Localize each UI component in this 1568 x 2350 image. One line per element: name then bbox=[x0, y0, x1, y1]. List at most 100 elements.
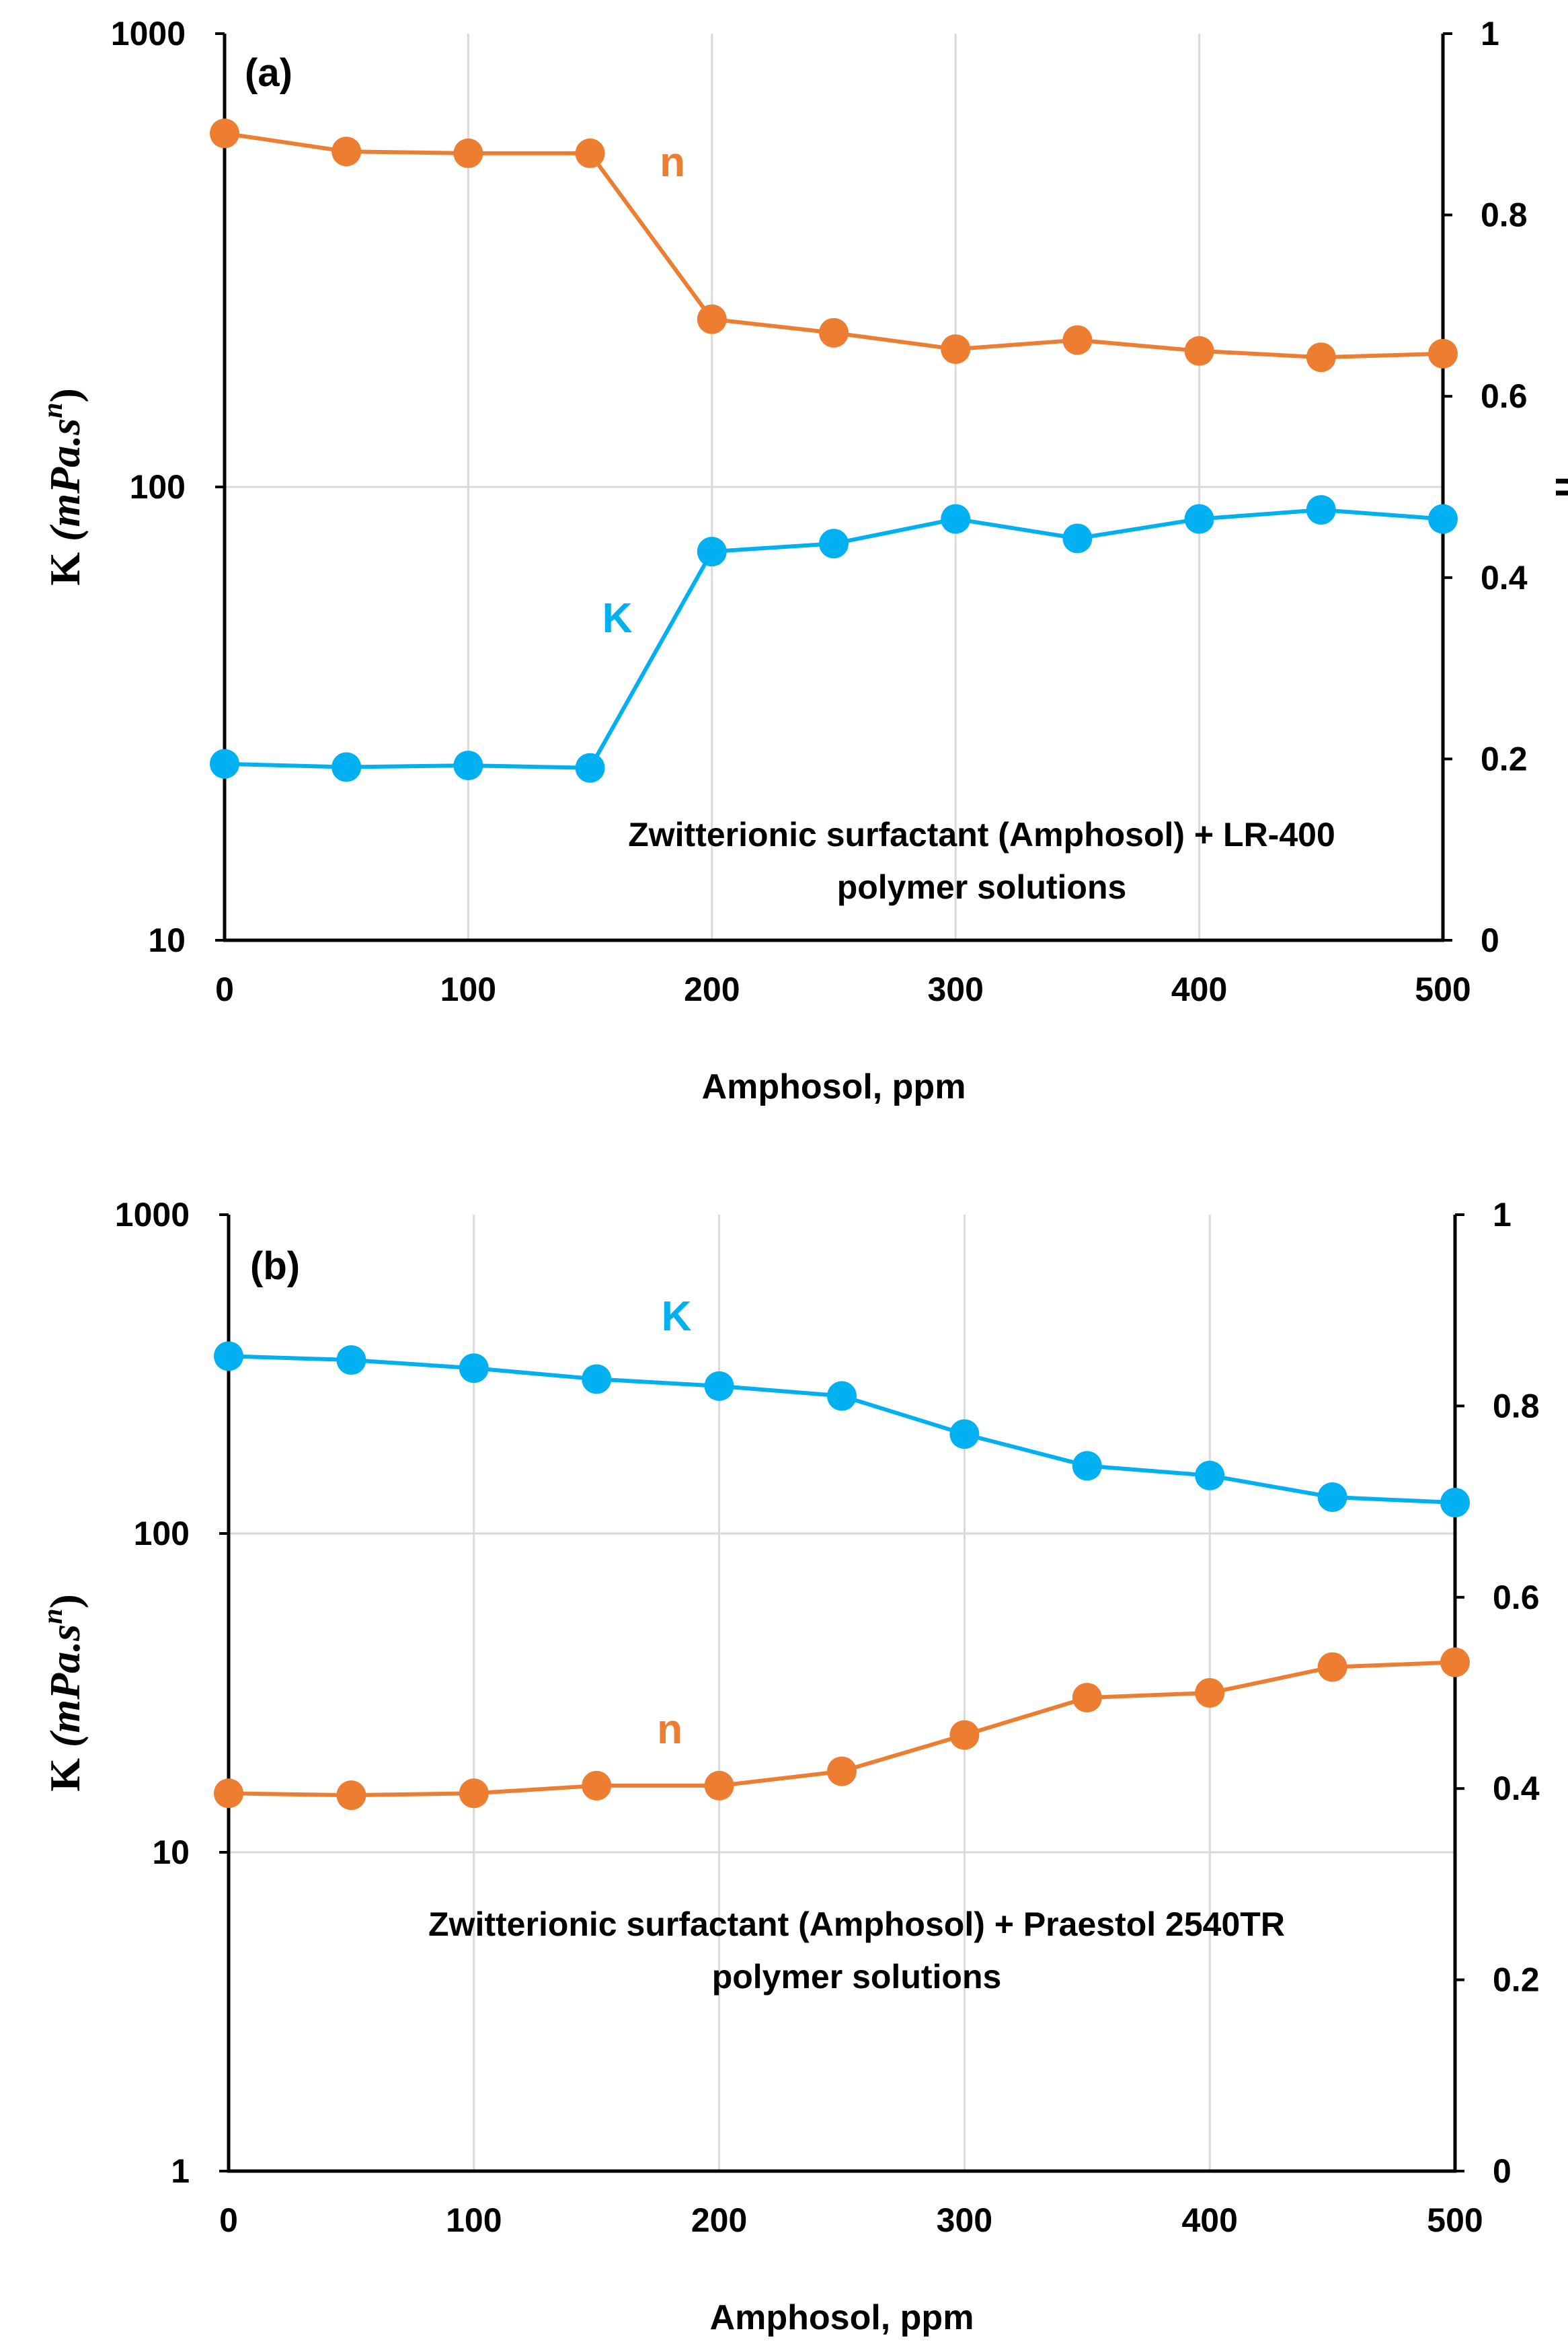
y-right-tick-label: 0.8 bbox=[1481, 196, 1528, 234]
x-tick-label: 200 bbox=[691, 2201, 747, 2239]
data-point-n bbox=[1428, 338, 1458, 369]
y-left-tick-label: 1 bbox=[171, 2152, 190, 2190]
y-right-axis-title: n bbox=[1560, 1682, 1568, 1704]
y-right-tick-label: 0 bbox=[1493, 2152, 1512, 2190]
data-point-K bbox=[1440, 1488, 1470, 1518]
data-point-n bbox=[949, 1720, 980, 1750]
x-tick-label: 0 bbox=[219, 2201, 238, 2239]
data-point-K bbox=[1195, 1460, 1225, 1490]
y-right-tick-label: 0.8 bbox=[1493, 1387, 1540, 1425]
data-point-n bbox=[453, 138, 483, 168]
data-point-n bbox=[1440, 1647, 1470, 1677]
series-label-K: K bbox=[602, 595, 633, 642]
data-point-K bbox=[819, 529, 849, 559]
data-point-K bbox=[582, 1364, 612, 1394]
x-tick-label: 300 bbox=[927, 971, 983, 1008]
data-point-n bbox=[827, 1756, 857, 1786]
data-point-K bbox=[827, 1381, 857, 1411]
y-left-tick-label: 1000 bbox=[115, 1196, 190, 1234]
x-axis-title: Amphosol, ppm bbox=[710, 2298, 974, 2337]
y-left-title-prefix: K bbox=[41, 1747, 89, 1792]
data-point-n bbox=[459, 1778, 489, 1809]
x-tick-label: 500 bbox=[1415, 971, 1471, 1008]
x-tick-label: 500 bbox=[1427, 2201, 1483, 2239]
annotation-line: Zwitterionic surfactant (Amphosol) + LR-… bbox=[628, 816, 1335, 854]
data-point-n bbox=[697, 304, 727, 334]
y-left-tick-label: 100 bbox=[130, 468, 186, 506]
data-point-K bbox=[214, 1341, 243, 1371]
annotation-line: Zwitterionic surfactant (Amphosol) + Pra… bbox=[428, 1905, 1285, 1943]
data-point-K bbox=[453, 751, 483, 781]
annotation-line: polymer solutions bbox=[712, 1958, 1002, 1996]
data-point-n bbox=[941, 334, 971, 365]
data-point-n bbox=[819, 317, 849, 348]
data-point-n bbox=[214, 1778, 243, 1809]
y-left-axis-title: K (mPa.sn) bbox=[38, 1594, 89, 1792]
x-tick-label: 0 bbox=[215, 971, 234, 1008]
y-left-tick-label: 100 bbox=[134, 1515, 190, 1552]
y-left-title-close: ) bbox=[41, 1594, 89, 1608]
y-left-title-unit: (mPa.s bbox=[41, 1624, 89, 1747]
x-tick-label: 200 bbox=[684, 971, 740, 1008]
data-point-n bbox=[582, 1770, 612, 1801]
data-point-K bbox=[1184, 504, 1214, 534]
y-right-tick-label: 0.4 bbox=[1493, 1770, 1540, 1807]
x-axis-title: Amphosol, ppm bbox=[702, 1067, 966, 1106]
y-right-tick-label: 0.6 bbox=[1493, 1579, 1540, 1616]
y-right-tick-label: 0.6 bbox=[1481, 377, 1528, 415]
y-left-title-exponent: n bbox=[38, 1609, 69, 1624]
data-point-K bbox=[459, 1353, 489, 1384]
data-point-K bbox=[1306, 495, 1336, 525]
annotation-line: polymer solutions bbox=[837, 868, 1127, 906]
data-point-K bbox=[704, 1371, 734, 1401]
y-right-tick-label: 0.2 bbox=[1481, 740, 1528, 778]
y-right-tick-label: 0.2 bbox=[1493, 1961, 1540, 1999]
data-point-K bbox=[1072, 1451, 1102, 1481]
panel-a-chart: 0 100 200 300 400 500 10 100 1000 0 0.2 0.4 0.6 0.8 1 A… bbox=[38, 15, 1568, 1106]
data-point-K bbox=[697, 537, 727, 567]
series-label-n: n bbox=[657, 1706, 682, 1753]
data-point-K bbox=[331, 752, 362, 782]
panel-label: (a) bbox=[245, 51, 292, 95]
data-point-K bbox=[575, 753, 605, 783]
data-point-n bbox=[1072, 1683, 1102, 1713]
data-point-K bbox=[210, 749, 239, 779]
y-right-tick-label: 1 bbox=[1493, 1196, 1512, 1234]
data-point-n bbox=[336, 1780, 366, 1811]
x-tick-label: 100 bbox=[440, 971, 496, 1008]
x-tick-label: 400 bbox=[1181, 2201, 1237, 2239]
data-point-n bbox=[1317, 1652, 1347, 1682]
series-label-n: n bbox=[660, 139, 685, 186]
data-point-n bbox=[1184, 336, 1214, 366]
series-label-K: K bbox=[662, 1293, 692, 1340]
y-left-tick-label: 10 bbox=[152, 1833, 190, 1871]
y-right-tick-label: 0.4 bbox=[1481, 559, 1528, 597]
data-point-n bbox=[1306, 342, 1336, 373]
x-tick-label: 400 bbox=[1171, 971, 1227, 1008]
data-point-K bbox=[1062, 523, 1093, 554]
x-tick-label: 100 bbox=[446, 2201, 502, 2239]
y-right-axis-title: n bbox=[1548, 476, 1568, 498]
y-left-tick-label: 1000 bbox=[111, 15, 186, 52]
y-left-title-unit: (mPa.s bbox=[41, 418, 89, 541]
y-left-title-close: ) bbox=[41, 388, 89, 402]
data-point-n bbox=[575, 138, 605, 168]
y-left-tick-label: 10 bbox=[148, 921, 186, 959]
panel-b-chart: 0 100 200 300 400 500 1 10 100 1000 0 0.2 0.4 0.6 0.8 1… bbox=[38, 1196, 1568, 2337]
panel-label: (b) bbox=[250, 1244, 300, 1288]
y-left-title-exponent: n bbox=[38, 403, 69, 418]
y-left-axis-title: K (mPa.sn) bbox=[38, 388, 89, 586]
data-point-n bbox=[331, 137, 362, 167]
data-point-n bbox=[210, 118, 239, 149]
data-point-K bbox=[949, 1419, 980, 1449]
data-point-K bbox=[1317, 1482, 1347, 1512]
data-point-K bbox=[1428, 504, 1458, 534]
y-right-tick-label: 0 bbox=[1481, 921, 1499, 959]
data-point-n bbox=[1195, 1678, 1225, 1708]
data-point-n bbox=[704, 1770, 734, 1801]
x-tick-label: 300 bbox=[937, 2201, 992, 2239]
y-right-tick-label: 1 bbox=[1481, 15, 1499, 52]
y-left-title-prefix: K bbox=[41, 541, 89, 586]
data-point-n bbox=[1062, 325, 1093, 355]
